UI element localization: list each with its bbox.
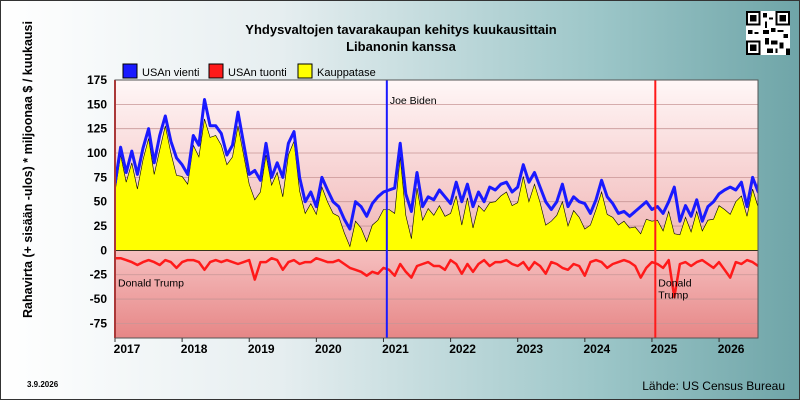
data-source: Lähde: US Census Bureau	[642, 379, 785, 393]
x-tick-label: 2026	[718, 342, 745, 356]
legend: USAn vienti USAn tuonti Kauppatase	[122, 63, 376, 79]
event-label: Donald	[658, 278, 691, 290]
x-tick-label: 2023	[516, 342, 543, 356]
legend-label: Kauppatase	[317, 67, 376, 79]
x-tick-label: 2024	[583, 342, 610, 356]
y-tick-label: 150	[87, 97, 107, 111]
y-tick-label: 175	[87, 73, 107, 87]
import-line	[115, 256, 758, 299]
import-series	[115, 256, 758, 299]
x-tick-label: 2018	[181, 342, 208, 356]
y-tick-label: 125	[87, 122, 107, 136]
plot-border	[114, 79, 759, 339]
publication-date: 3.9.2026	[27, 380, 59, 389]
balance-area	[115, 118, 758, 251]
y-tick-label: 75	[94, 170, 108, 184]
export-line	[115, 98, 758, 231]
x-tick-label: 2022	[449, 342, 476, 356]
y-tick-label: 100	[87, 146, 107, 160]
x-tick-label: 2020	[315, 342, 342, 356]
x-tick-label: 2025	[651, 342, 678, 356]
legend-swatch	[122, 63, 138, 79]
chart-title: Yhdysvaltojen tavarakaupan kehitys kuuka…	[245, 22, 557, 37]
export-series	[115, 98, 758, 231]
legend-swatch	[208, 63, 224, 79]
event-label: Trump	[658, 290, 688, 302]
y-tick-label: -25	[90, 268, 108, 282]
legend-swatch	[297, 63, 313, 79]
qr-code-icon	[746, 11, 790, 55]
y-tick-label: 25	[94, 219, 108, 233]
legend-label: USAn vienti	[142, 67, 199, 79]
event-label: Donald Trump	[118, 278, 184, 290]
balance-series	[115, 118, 758, 251]
x-tick-label: 2019	[248, 342, 275, 356]
y-tick-label: -50	[90, 292, 108, 306]
y-tick-label: -75	[90, 316, 108, 330]
chart-subtitle: Libanonin kanssa	[346, 39, 456, 54]
x-tick-label: 2017	[114, 342, 141, 356]
x-ticks: 2017 2018 2019 2020 2021 2022 2023 2024 2025 2026	[114, 338, 745, 356]
event-label: Joe Biden	[390, 95, 437, 107]
y-ticks: 175 150 125 100 75 50 25 0 -25 -50 -75	[87, 73, 107, 330]
y-tick-label: 50	[94, 195, 108, 209]
legend-label: USAn tuonti	[228, 67, 287, 79]
x-tick-label: 2021	[382, 342, 409, 356]
y-tick-label: 0	[100, 243, 107, 257]
